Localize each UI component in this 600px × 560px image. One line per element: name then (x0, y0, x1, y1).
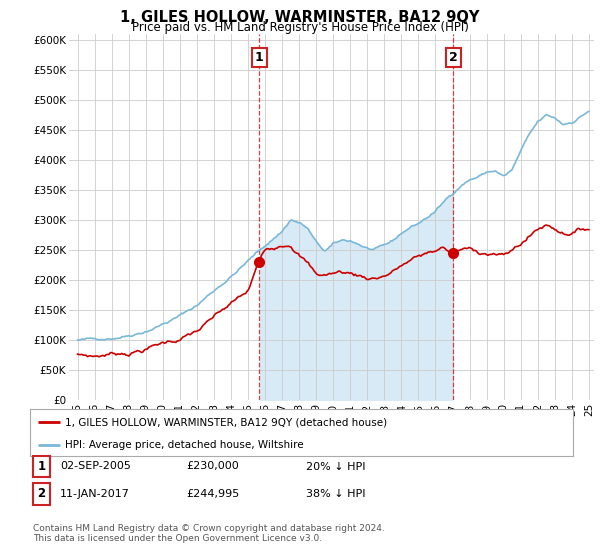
Text: 2: 2 (37, 487, 46, 501)
Text: 1, GILES HOLLOW, WARMINSTER, BA12 9QY: 1, GILES HOLLOW, WARMINSTER, BA12 9QY (121, 10, 479, 25)
Text: 1: 1 (37, 460, 46, 473)
Text: £244,995: £244,995 (186, 489, 239, 499)
Text: 02-SEP-2005: 02-SEP-2005 (60, 461, 131, 472)
Text: 2: 2 (449, 51, 457, 64)
Text: 20% ↓ HPI: 20% ↓ HPI (306, 461, 365, 472)
Text: 1, GILES HOLLOW, WARMINSTER, BA12 9QY (detached house): 1, GILES HOLLOW, WARMINSTER, BA12 9QY (d… (65, 417, 388, 427)
Text: 1: 1 (255, 51, 264, 64)
Text: 11-JAN-2017: 11-JAN-2017 (60, 489, 130, 499)
Text: £230,000: £230,000 (186, 461, 239, 472)
Text: Price paid vs. HM Land Registry's House Price Index (HPI): Price paid vs. HM Land Registry's House … (131, 21, 469, 34)
Text: HPI: Average price, detached house, Wiltshire: HPI: Average price, detached house, Wilt… (65, 440, 304, 450)
Text: Contains HM Land Registry data © Crown copyright and database right 2024.
This d: Contains HM Land Registry data © Crown c… (33, 524, 385, 543)
Text: 38% ↓ HPI: 38% ↓ HPI (306, 489, 365, 499)
